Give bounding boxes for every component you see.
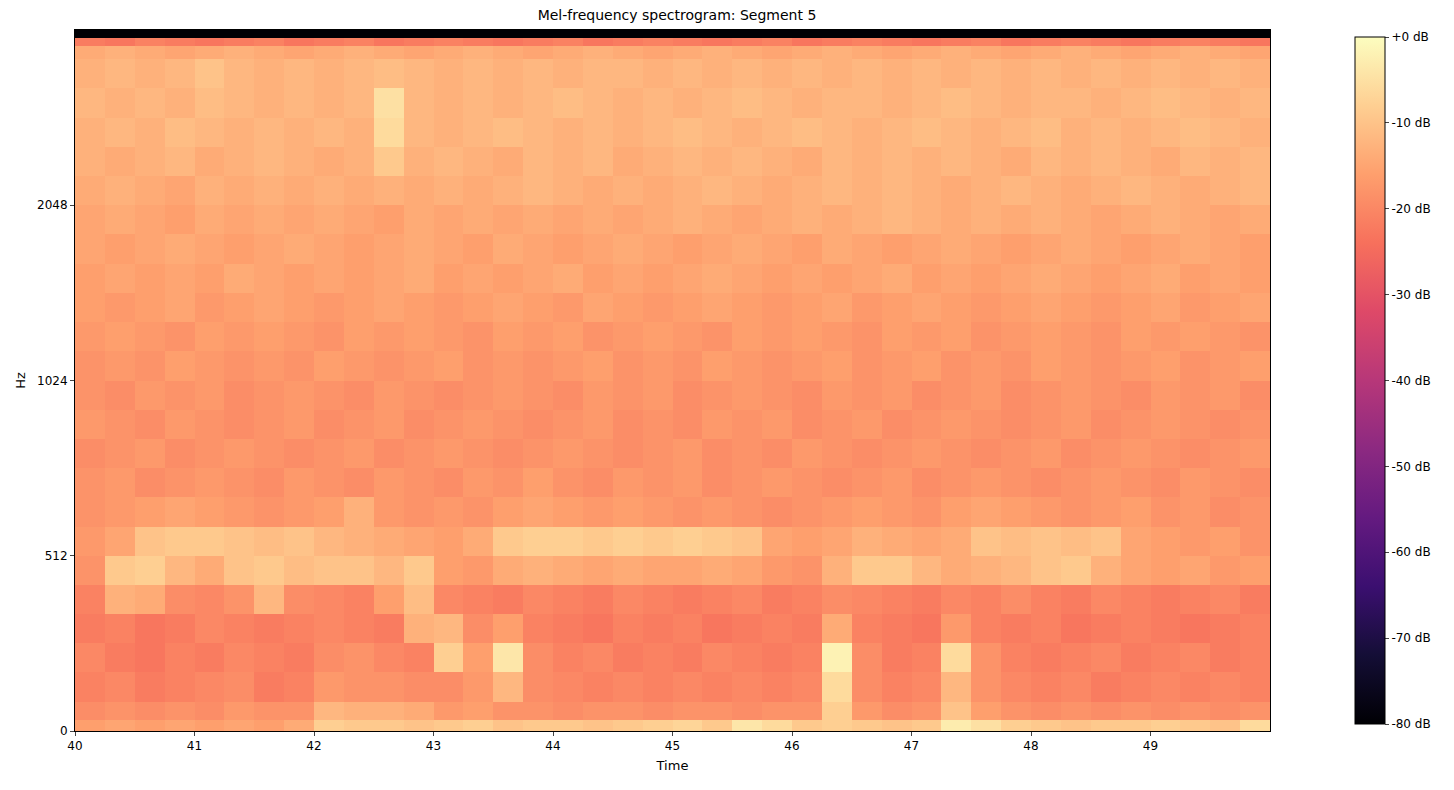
svg-text:41: 41 (187, 739, 202, 753)
svg-text:-60 dB: -60 dB (1391, 545, 1430, 559)
svg-text:47: 47 (904, 739, 919, 753)
svg-text:0: 0 (60, 724, 68, 738)
svg-text:512: 512 (45, 549, 68, 563)
svg-text:-10 dB: -10 dB (1391, 116, 1430, 130)
svg-text:+0 dB: +0 dB (1391, 30, 1428, 44)
svg-text:-30 dB: -30 dB (1391, 288, 1430, 302)
svg-text:44: 44 (545, 739, 560, 753)
svg-text:Hz: Hz (13, 372, 28, 389)
svg-text:Time: Time (656, 758, 689, 773)
svg-text:49: 49 (1143, 739, 1158, 753)
svg-text:-20 dB: -20 dB (1391, 202, 1430, 216)
svg-text:43: 43 (426, 739, 441, 753)
svg-text:46: 46 (784, 739, 799, 753)
svg-text:-50 dB: -50 dB (1391, 460, 1430, 474)
svg-text:45: 45 (665, 739, 680, 753)
svg-text:Mel-frequency spectrogram: Seg: Mel-frequency spectrogram: Segment 5 (538, 7, 817, 23)
svg-text:1024: 1024 (37, 374, 68, 388)
svg-text:40: 40 (67, 739, 82, 753)
svg-text:-80 dB: -80 dB (1391, 717, 1430, 731)
svg-text:42: 42 (306, 739, 321, 753)
svg-text:-40 dB: -40 dB (1391, 374, 1430, 388)
svg-text:48: 48 (1023, 739, 1038, 753)
svg-text:-70 dB: -70 dB (1391, 631, 1430, 645)
svg-text:2048: 2048 (37, 198, 68, 212)
